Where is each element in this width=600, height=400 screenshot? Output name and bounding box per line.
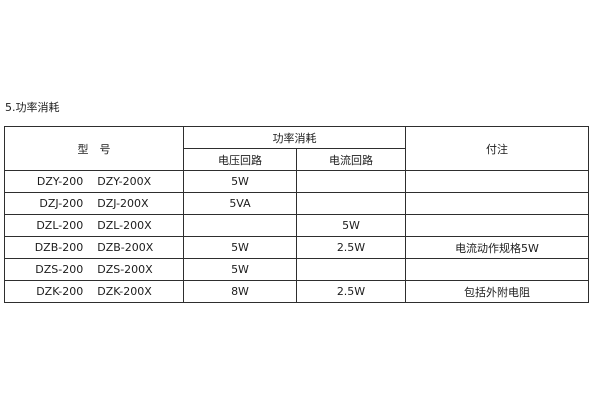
table-row-dzb-200: DZB-200 DZB-200X 5W 2.5W 电流动作规格5W bbox=[4, 236, 589, 259]
model-x-variant: DZJ-200X bbox=[97, 197, 149, 210]
voltage-circuit-cell: 5VA bbox=[183, 192, 297, 215]
model-cell: DZK-200 DZK-200X bbox=[4, 280, 184, 303]
table-row-dzk-200: DZK-200 DZK-200X 8W 2.5W 包括外附电阻 bbox=[4, 280, 589, 303]
model-standard: DZB-200 bbox=[34, 241, 84, 254]
voltage-circuit-cell bbox=[183, 214, 297, 237]
section-title: 5.功率消耗 bbox=[5, 101, 60, 114]
model-x-variant: DZB-200X bbox=[97, 241, 154, 254]
current-circuit-cell: 2.5W bbox=[296, 280, 406, 303]
note-cell bbox=[405, 258, 589, 281]
voltage-circuit-cell: 5W bbox=[183, 236, 297, 259]
note-cell bbox=[405, 214, 589, 237]
current-circuit-cell: 5W bbox=[296, 214, 406, 237]
header-power-consumption-group: 功率消耗 bbox=[183, 126, 406, 149]
model-cell: DZY-200 DZY-200X bbox=[4, 170, 184, 193]
header-current-circuit: 电流回路 bbox=[296, 148, 406, 171]
note-cell: 包括外附电阻 bbox=[405, 280, 589, 303]
model-x-variant: DZS-200X bbox=[97, 263, 153, 276]
header-model: 型 号 bbox=[4, 126, 184, 171]
voltage-circuit-cell: 8W bbox=[183, 280, 297, 303]
header-notes: 付注 bbox=[405, 126, 589, 171]
model-cell: DZL-200 DZL-200X bbox=[4, 214, 184, 237]
table-body: DZY-200 DZY-200X 5W DZJ-200 DZJ-200X 5VA D… bbox=[4, 170, 589, 303]
current-circuit-cell: 2.5W bbox=[296, 236, 406, 259]
current-circuit-cell bbox=[296, 258, 406, 281]
note-cell bbox=[405, 170, 589, 193]
power-consumption-table: 型 号 功率消耗 付注 电压回路 电流回路 DZY-200 DZY-200X 5W… bbox=[4, 126, 589, 303]
model-cell: DZJ-200 DZJ-200X bbox=[4, 192, 184, 215]
model-standard: DZS-200 bbox=[35, 263, 84, 276]
note-cell: 电流动作规格5W bbox=[405, 236, 589, 259]
model-cell: DZS-200 DZS-200X bbox=[4, 258, 184, 281]
table-row-dzy-200: DZY-200 DZY-200X 5W bbox=[4, 170, 589, 193]
table-header: 型 号 功率消耗 付注 电压回路 电流回路 bbox=[4, 126, 589, 171]
current-circuit-cell bbox=[296, 192, 406, 215]
table-row-dzl-200: DZL-200 DZL-200X 5W bbox=[4, 214, 589, 237]
voltage-circuit-cell: 5W bbox=[183, 170, 297, 193]
note-cell bbox=[405, 192, 589, 215]
model-x-variant: DZK-200X bbox=[97, 285, 152, 298]
current-circuit-cell bbox=[296, 170, 406, 193]
voltage-circuit-cell: 5W bbox=[183, 258, 297, 281]
model-cell: DZB-200 DZB-200X bbox=[4, 236, 184, 259]
model-standard: DZK-200 bbox=[36, 285, 84, 298]
model-x-variant: DZL-200X bbox=[97, 219, 152, 232]
model-standard: DZL-200 bbox=[36, 219, 84, 232]
header-voltage-circuit: 电压回路 bbox=[183, 148, 297, 171]
table-row-dzs-200: DZS-200 DZS-200X 5W bbox=[4, 258, 589, 281]
header-row-1: 型 号 功率消耗 付注 bbox=[4, 126, 589, 171]
model-standard: DZJ-200 bbox=[39, 197, 84, 210]
table-row-dzj-200: DZJ-200 DZJ-200X 5VA bbox=[4, 192, 589, 215]
model-standard: DZY-200 bbox=[36, 175, 84, 188]
model-x-variant: DZY-200X bbox=[97, 175, 152, 188]
